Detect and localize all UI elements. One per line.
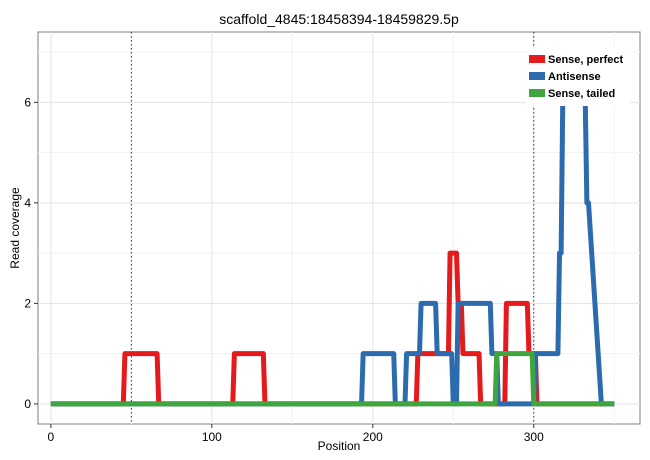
chart-title: scaffold_4845:18458394-18459829.5p	[219, 11, 459, 27]
y-tick-label: 4	[24, 196, 31, 210]
legend-swatch	[529, 55, 545, 63]
y-tick-label: 2	[24, 296, 31, 310]
legend-label: Sense, perfect	[548, 54, 624, 66]
legend-item-sense-perfect: Sense, perfect	[529, 54, 624, 66]
x-tick-label: 200	[363, 430, 383, 444]
legend-item-antisense: Antisense	[529, 71, 601, 83]
x-tick-label: 100	[202, 430, 222, 444]
y-tick-label: 6	[24, 95, 31, 109]
series-line-sense-tailed	[50, 351, 615, 407]
legend-swatch	[529, 72, 545, 80]
x-axis-title: Position	[318, 439, 361, 453]
y-axis-title: Read coverage	[8, 187, 22, 269]
legend: Sense, perfect Antisense Sense, tailed	[526, 48, 630, 106]
x-tick-label: 0	[48, 430, 55, 444]
legend-item-sense-tailed: Sense, tailed	[529, 88, 615, 100]
legend-label: Sense, tailed	[548, 88, 615, 100]
y-tick-label: 0	[24, 397, 31, 411]
axes: 0 100 200 300 0 2 4 6	[24, 95, 544, 444]
legend-label: Antisense	[548, 71, 601, 83]
legend-swatch	[529, 89, 545, 97]
x-tick-label: 300	[524, 430, 544, 444]
